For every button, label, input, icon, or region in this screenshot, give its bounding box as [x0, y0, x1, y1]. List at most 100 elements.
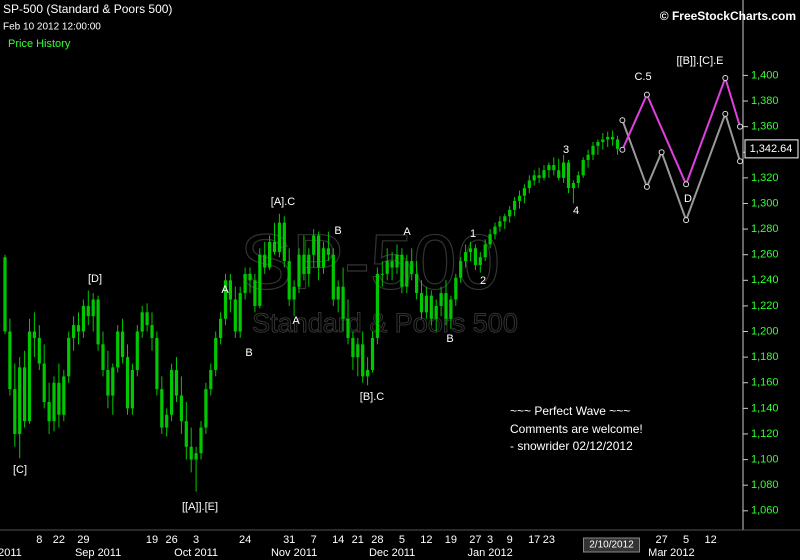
candle-body [581, 159, 585, 176]
y-tick-label: 1,240 [751, 274, 779, 286]
y-tick-label: 1,220 [751, 300, 779, 312]
wave-label: [[B]].[C].E [676, 55, 723, 67]
candle-body [341, 286, 345, 319]
candle-body [292, 286, 296, 300]
candle-body [400, 254, 404, 287]
candle-body [321, 248, 326, 268]
comment-line: ~~~ Perfect Wave ~~~ [510, 404, 630, 418]
y-tick-label: 1,400 [751, 69, 779, 81]
candle-body [111, 367, 115, 396]
candle-body [282, 222, 286, 262]
candle-body [483, 244, 487, 258]
candle-body [199, 427, 203, 454]
candle-body [576, 175, 580, 183]
candle-body [571, 182, 575, 189]
candle-body [493, 226, 497, 235]
candle-body [125, 357, 130, 409]
candle-body [52, 382, 56, 422]
candle-body [287, 261, 291, 300]
candle-body [23, 367, 27, 422]
candle-body [18, 367, 22, 434]
chart-date: Feb 10 2012 12:00:00 [3, 22, 101, 33]
candle-body [317, 235, 321, 268]
y-tick-label: 1,360 [751, 121, 779, 133]
candle-body [596, 142, 600, 146]
candle-body [62, 376, 66, 415]
x-tick-label: 17 [528, 534, 540, 546]
candle-body [537, 175, 541, 178]
x-tick-label: 28 [371, 534, 383, 546]
candle-body [606, 136, 610, 140]
candle-body [121, 331, 125, 358]
candle-body [140, 312, 144, 332]
candle-body [424, 295, 428, 313]
candle-body [498, 221, 502, 227]
wave-label: [A].C [271, 196, 296, 208]
y-tick-label: 1,080 [751, 479, 779, 491]
candle-body [312, 235, 316, 255]
candle-body [150, 325, 154, 338]
candle-body [542, 170, 546, 178]
candle-body [331, 254, 335, 300]
candle-body [302, 254, 306, 274]
x-month-label: Oct 2011 [174, 547, 218, 559]
candle-body [76, 325, 81, 332]
candle-body [591, 145, 595, 155]
candle-body [174, 369, 179, 396]
wave-label: [D] [88, 273, 102, 285]
candle-body [366, 369, 370, 377]
candle-body [405, 261, 409, 287]
x-tick-label: 5 [399, 534, 405, 546]
candle-body [346, 318, 350, 338]
x-tick-label: 3 [193, 534, 199, 546]
projection-point [619, 146, 626, 153]
candle-body [415, 273, 419, 294]
last-price-box [744, 139, 799, 159]
candle-body [557, 170, 561, 178]
candle-body [189, 446, 193, 460]
candle-body [223, 280, 228, 319]
candle-body [277, 222, 281, 253]
x-tick-label: 9 [507, 534, 513, 546]
wave-label: D [684, 193, 692, 205]
x-month-label: Dec 2011 [369, 547, 415, 559]
x-month-label: 2011 [0, 547, 22, 559]
wave-label: [[A]].[E] [182, 501, 218, 513]
candle-body [91, 299, 95, 317]
candle-body [179, 395, 183, 422]
x-month-label: Mar 2012 [648, 547, 694, 559]
candle-body [184, 421, 188, 447]
candle-body [449, 299, 453, 319]
candle-body [81, 305, 85, 332]
y-tick-label: 1,280 [751, 223, 779, 235]
projection-point [643, 91, 650, 98]
projection-point [619, 117, 626, 124]
candle-body [238, 293, 242, 332]
wave-label: A [292, 315, 300, 327]
candle-body [356, 344, 360, 358]
candle-body [101, 344, 105, 370]
candle-body [13, 389, 17, 434]
candle-body [410, 261, 414, 274]
candle-body [454, 277, 458, 300]
y-tick-label: 1,260 [751, 249, 779, 261]
candle-body [160, 389, 164, 428]
x-tick-label: 24 [239, 534, 251, 546]
candle-body [370, 337, 375, 370]
candle-body [116, 331, 120, 368]
candle-body [459, 261, 463, 278]
candle-body [351, 337, 355, 358]
current-date-box [583, 537, 640, 553]
wave-label: 4 [573, 205, 579, 217]
projection-point [722, 74, 729, 81]
panel-label: Price History [8, 38, 71, 50]
x-tick-label: 3 [487, 534, 493, 546]
candle-body [194, 453, 198, 460]
candle-body [326, 248, 330, 255]
comment-line: - snowrider 02/12/2012 [510, 439, 633, 453]
wave-label: B [245, 347, 252, 359]
candle-body [130, 369, 134, 409]
candle-body [272, 241, 277, 253]
candle-body [429, 295, 433, 319]
